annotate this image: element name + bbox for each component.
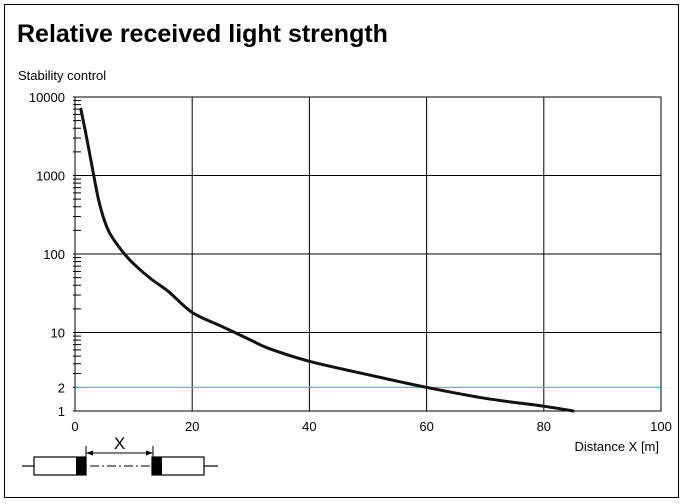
- dimension-label: X: [114, 434, 125, 453]
- x-axis-label: Distance X [m]: [574, 439, 659, 454]
- chart-title: Relative received light strength: [17, 20, 388, 48]
- y-tick-labels: 1 2 10 100 1000 10000: [29, 90, 65, 419]
- x-tick-label: 60: [419, 419, 433, 434]
- y-tick-label: 1: [58, 404, 65, 419]
- x-tick-labels: 0 20 40 60 80 100: [71, 419, 671, 434]
- plot-area: [74, 96, 662, 412]
- x-tick-label: 20: [185, 419, 199, 434]
- series-line: [79, 107, 575, 413]
- minor-ticks: [73, 96, 85, 412]
- y-tick-label: 10: [51, 326, 65, 341]
- y-tick-label: 1000: [36, 169, 65, 184]
- y-tick-label: 10000: [29, 90, 65, 105]
- y-tick-label: 2: [58, 380, 65, 395]
- chart-frame: [4, 4, 679, 498]
- x-tick-label: 40: [302, 419, 316, 434]
- y-tick-label: 100: [43, 247, 65, 262]
- dimension-arrow-right: [146, 450, 153, 456]
- x-tick-label: 0: [71, 419, 78, 434]
- dimension-arrow-left: [86, 450, 93, 456]
- x-tick-label: 100: [650, 419, 672, 434]
- emitter-lens: [76, 457, 86, 475]
- receiver-lens: [152, 457, 162, 475]
- x-tick-label: 80: [537, 419, 551, 434]
- distance-diagram: X: [22, 434, 218, 476]
- grid: [75, 97, 661, 411]
- y-axis-label: Stability control: [18, 68, 106, 83]
